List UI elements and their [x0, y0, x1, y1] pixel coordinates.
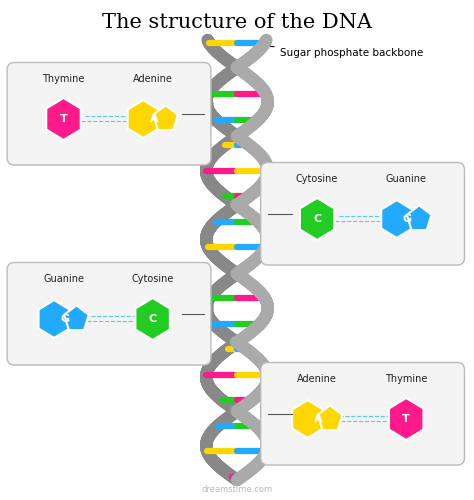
Text: G: G	[403, 214, 412, 224]
Polygon shape	[128, 100, 159, 138]
Polygon shape	[300, 198, 334, 240]
Polygon shape	[318, 406, 342, 430]
Text: A: A	[150, 114, 158, 124]
Polygon shape	[292, 400, 323, 438]
Text: C: C	[148, 314, 157, 324]
FancyBboxPatch shape	[261, 362, 465, 465]
Text: T: T	[60, 114, 67, 124]
Text: Sugar phosphate backbone: Sugar phosphate backbone	[242, 44, 423, 58]
Text: Adenine: Adenine	[297, 374, 337, 384]
Polygon shape	[38, 300, 70, 338]
Polygon shape	[407, 206, 431, 230]
Text: Cytosine: Cytosine	[296, 174, 338, 184]
FancyBboxPatch shape	[7, 62, 211, 165]
Text: T: T	[402, 414, 410, 424]
Text: C: C	[313, 214, 321, 224]
Polygon shape	[153, 106, 178, 130]
Polygon shape	[136, 298, 170, 340]
Polygon shape	[381, 200, 412, 238]
FancyBboxPatch shape	[261, 162, 465, 265]
Text: dreamstime.com: dreamstime.com	[201, 485, 273, 494]
FancyBboxPatch shape	[180, 101, 213, 126]
FancyBboxPatch shape	[180, 301, 213, 326]
Text: G: G	[60, 314, 69, 324]
FancyBboxPatch shape	[7, 262, 211, 365]
Polygon shape	[389, 398, 423, 440]
Text: Adenine: Adenine	[133, 74, 173, 84]
Text: Guanine: Guanine	[386, 174, 427, 184]
Text: The structure of the DNA: The structure of the DNA	[102, 12, 372, 32]
Polygon shape	[64, 306, 89, 330]
Text: Thymine: Thymine	[42, 74, 85, 84]
Text: Cytosine: Cytosine	[131, 274, 174, 284]
FancyBboxPatch shape	[261, 201, 294, 226]
FancyBboxPatch shape	[261, 401, 294, 426]
Polygon shape	[46, 98, 81, 140]
Text: A: A	[314, 414, 323, 424]
Text: Thymine: Thymine	[385, 374, 428, 384]
Text: Guanine: Guanine	[43, 274, 84, 284]
